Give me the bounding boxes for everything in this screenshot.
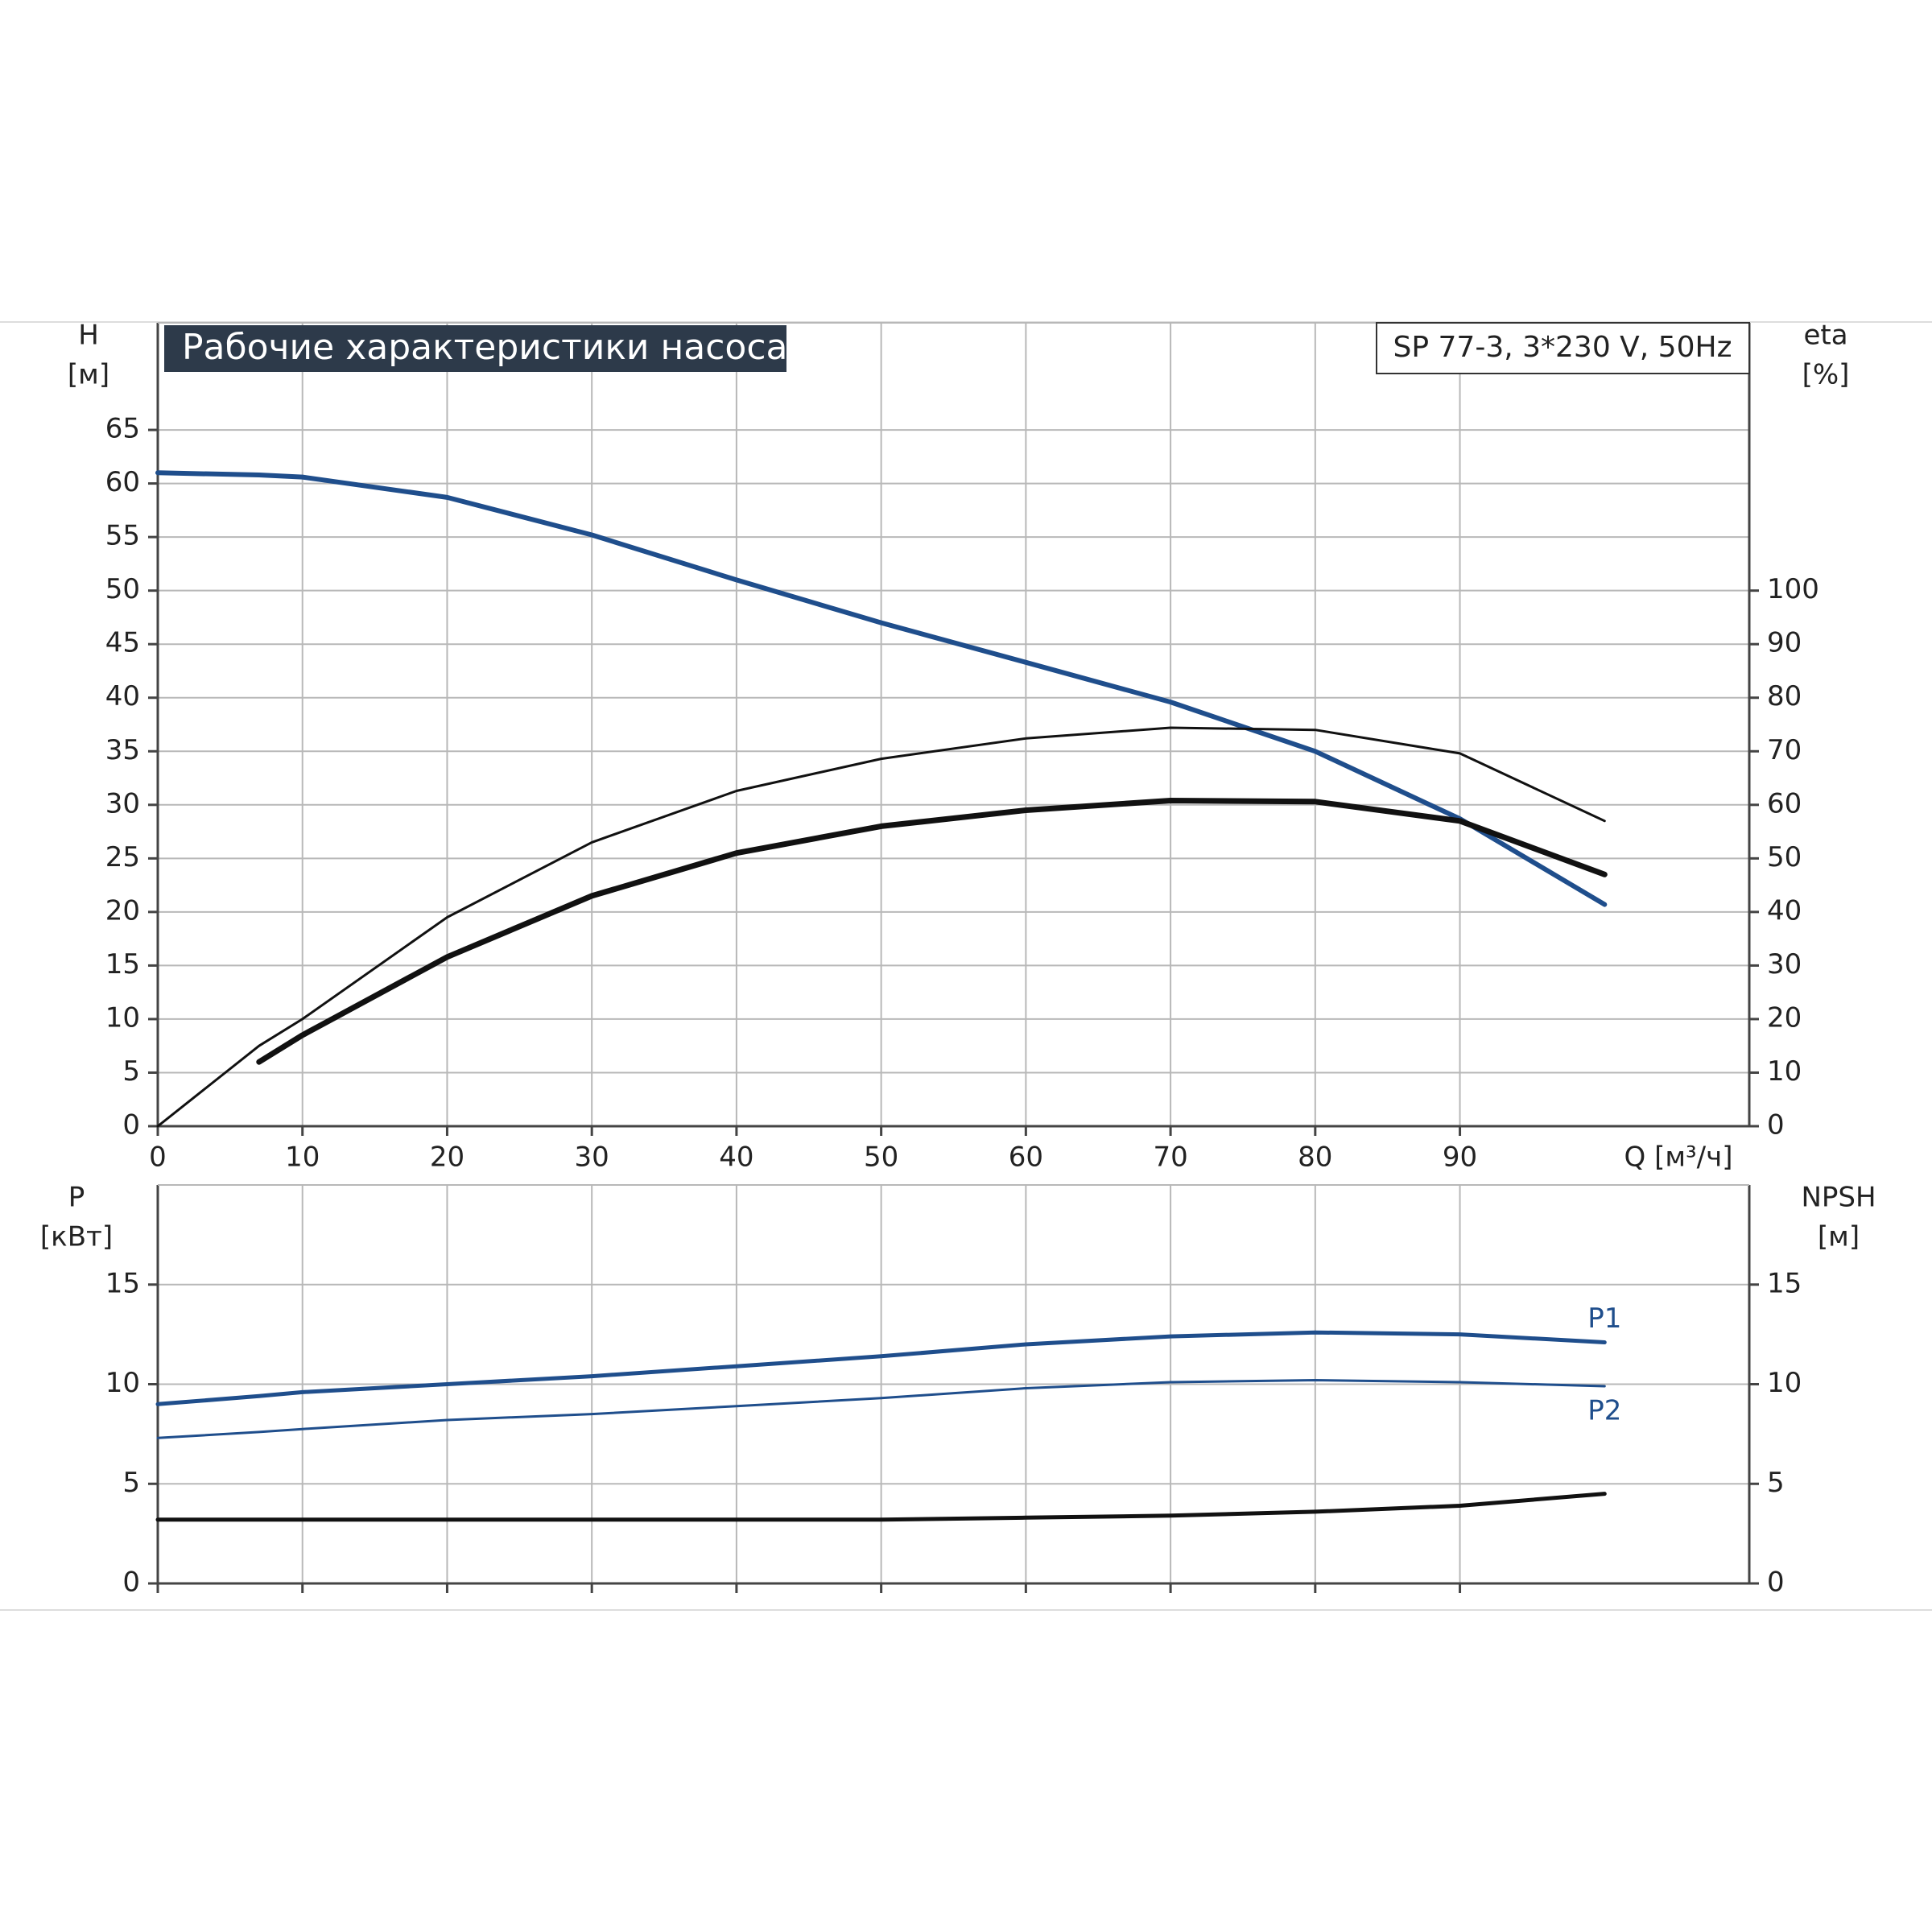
- y-tick-label: 0: [122, 1567, 140, 1599]
- x-tick-label: 50: [864, 1141, 898, 1174]
- y-tick-label: 15: [105, 1267, 140, 1299]
- x-tick-label: 90: [1443, 1141, 1477, 1174]
- x-tick-label: 30: [575, 1141, 609, 1174]
- title-box: [164, 325, 786, 372]
- subtitle-box: [1376, 322, 1750, 374]
- y-tick-label: 5: [122, 1055, 140, 1088]
- y2-tick-label: 100: [1767, 573, 1819, 605]
- y-tick-label: 50: [105, 573, 140, 605]
- x-tick-label: 40: [719, 1141, 753, 1174]
- series-label: P2: [1587, 1394, 1621, 1426]
- y-tick-label: 25: [105, 841, 140, 873]
- y2-axis-label: NPSH: [1801, 1182, 1876, 1214]
- y2-axis-label: eta: [1803, 320, 1847, 352]
- y2-tick-label: 60: [1767, 787, 1802, 819]
- y2-tick-label: 30: [1767, 948, 1802, 980]
- plots: 0 10 20 30 40 50 60 70 80 90051015202530354045505…: [40, 320, 1876, 1599]
- y-tick-label: 60: [105, 466, 140, 498]
- x-tick-label: 10: [285, 1141, 320, 1174]
- y-tick-label: 65: [105, 413, 140, 445]
- x-tick-label: 20: [430, 1141, 464, 1174]
- series-line: [156, 726, 1606, 1128]
- y-tick-label: 0: [122, 1109, 140, 1141]
- series-label: P1: [1587, 1302, 1621, 1335]
- x-tick-label: 60: [1009, 1141, 1043, 1174]
- y-axis-label: H: [78, 320, 99, 352]
- y2-tick-label: 80: [1767, 680, 1802, 712]
- y-axis-label: P: [68, 1182, 85, 1214]
- y2-tick-label: 5: [1767, 1467, 1785, 1499]
- x-axis-label: Q [м³/ч]: [1624, 1141, 1733, 1174]
- y-tick-label: 30: [105, 787, 140, 819]
- y2-tick-label: 0: [1767, 1567, 1785, 1599]
- series-line: [155, 470, 1608, 907]
- series-line: [155, 1492, 1607, 1522]
- y-axis-unit: [м]: [68, 359, 109, 391]
- series-line: [256, 798, 1608, 1065]
- y2-tick-label: 0: [1767, 1109, 1785, 1141]
- y2-axis-unit: [%]: [1802, 359, 1850, 391]
- y2-tick-label: 90: [1767, 627, 1802, 659]
- series-line: [155, 1330, 1607, 1406]
- x-tick-label: 70: [1153, 1141, 1187, 1174]
- y2-tick-label: 10: [1767, 1367, 1802, 1399]
- y-tick-label: 15: [105, 948, 140, 980]
- y2-tick-label: 10: [1767, 1055, 1802, 1088]
- y2-axis-unit: [м]: [1818, 1221, 1860, 1253]
- y2-tick-label: 40: [1767, 894, 1802, 927]
- y-tick-label: 35: [105, 734, 140, 766]
- y-tick-label: 45: [105, 627, 140, 659]
- x-tick-label: 80: [1298, 1141, 1332, 1174]
- y-tick-label: 55: [105, 520, 140, 552]
- chart-title: Рабочие характеристики насоса: [182, 327, 787, 368]
- y-tick-label: 10: [105, 1001, 140, 1034]
- chart-subtitle: SP 77-3, 3*230 V, 50Hz: [1393, 331, 1732, 364]
- y-tick-label: 20: [105, 894, 140, 927]
- y2-tick-label: 15: [1767, 1267, 1802, 1299]
- series-line: [156, 1379, 1606, 1439]
- y2-tick-label: 70: [1767, 734, 1802, 766]
- y2-tick-label: 20: [1767, 1001, 1802, 1034]
- y-tick-label: 5: [122, 1467, 140, 1499]
- y-axis-unit: [кВт]: [40, 1221, 113, 1253]
- x-tick-label: 0: [149, 1141, 167, 1174]
- y2-tick-label: 50: [1767, 841, 1802, 873]
- y-tick-label: 10: [105, 1367, 140, 1399]
- y-tick-label: 40: [105, 680, 140, 712]
